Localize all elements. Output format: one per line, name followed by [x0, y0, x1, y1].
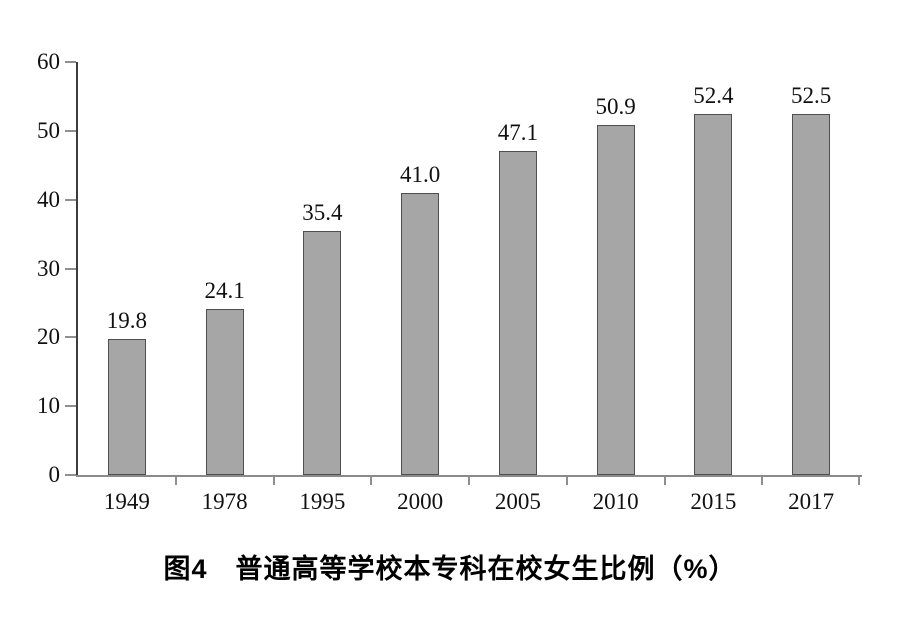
y-axis-tick-label: 30 [37, 255, 60, 281]
bar-value-label: 35.4 [302, 200, 343, 226]
x-axis-tick [761, 477, 764, 485]
y-axis [76, 62, 78, 477]
bar [792, 113, 831, 475]
y-axis-tick [65, 405, 76, 408]
chart-title: 图4 普通高等学校本专科在校女生比例（%） [163, 554, 737, 584]
bar [498, 150, 537, 475]
y-axis-tick-label: 20 [37, 324, 60, 350]
x-axis-category-label: 1978 [201, 489, 248, 514]
y-axis-tick [65, 129, 76, 132]
bar-value-label: 19.8 [106, 307, 147, 333]
y-axis-tick-label: 50 [37, 117, 60, 143]
y-axis-tick [65, 198, 76, 201]
bar-value-label: 52.4 [693, 83, 734, 109]
x-axis-category-label: 2000 [397, 489, 444, 514]
y-axis-tick-label: 0 [48, 462, 61, 487]
y-axis-tick [65, 267, 76, 270]
x-axis-tick [565, 477, 568, 485]
y-axis-tick [65, 61, 76, 63]
bar [107, 338, 146, 475]
bar [596, 124, 635, 475]
bar-value-label: 24.1 [204, 278, 245, 304]
y-axis-tick-label: 40 [37, 186, 60, 212]
x-axis-tick [370, 477, 373, 485]
x-axis-tick [174, 477, 177, 485]
x-axis [76, 475, 862, 477]
bar [205, 309, 244, 475]
x-axis-tick [663, 477, 666, 485]
x-axis-category-label: 2015 [690, 489, 737, 514]
x-axis-category-label: 2005 [494, 489, 541, 514]
y-axis-tick [65, 336, 76, 339]
y-axis-tick-label: 60 [37, 49, 60, 74]
bar-value-label: 41.0 [400, 161, 441, 187]
y-axis-tick [65, 474, 76, 476]
x-axis-tick [272, 477, 275, 485]
bar-value-label: 47.1 [497, 119, 538, 145]
x-axis-category-label: 2017 [788, 489, 835, 514]
bar-value-label: 52.5 [791, 82, 832, 108]
x-axis-category-label: 1995 [299, 489, 346, 514]
bar [303, 231, 342, 475]
bar [694, 114, 733, 475]
y-axis-tick-label: 10 [37, 393, 60, 419]
bar-value-label: 50.9 [595, 93, 636, 119]
x-axis-category-label: 1949 [103, 489, 150, 514]
x-axis-end-tick [858, 477, 860, 485]
plot-area: 0 10 20 30 40 50 60 19.8 1949 24.1 1978 35.4 1995 41.… [37, 49, 862, 514]
bar [401, 192, 440, 475]
x-axis-category-label: 2010 [592, 489, 639, 514]
x-axis-tick [468, 477, 470, 485]
